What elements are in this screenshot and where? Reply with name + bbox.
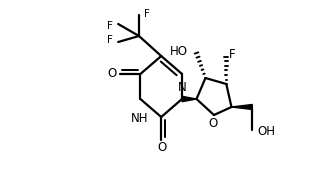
Text: F: F — [144, 9, 150, 19]
Text: F: F — [108, 21, 113, 31]
Text: O: O — [107, 68, 116, 81]
Text: OH: OH — [257, 126, 275, 139]
Text: NH: NH — [131, 112, 148, 125]
Text: HO: HO — [170, 45, 188, 58]
Text: F: F — [229, 48, 236, 61]
Text: O: O — [208, 117, 218, 130]
Text: F: F — [108, 35, 113, 45]
Text: N: N — [178, 81, 186, 94]
Polygon shape — [231, 104, 252, 109]
Polygon shape — [182, 96, 197, 102]
Text: O: O — [157, 141, 167, 154]
